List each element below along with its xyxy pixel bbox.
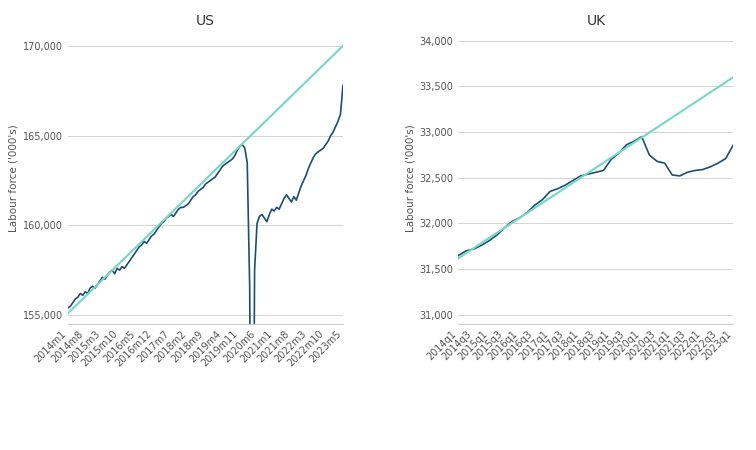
Labour force [668,172,677,178]
Labour force [339,83,348,88]
Y-axis label: Labour force ('000's): Labour force ('000's) [405,124,415,232]
Labour force [515,215,524,220]
Labour force [652,158,662,164]
Labour force [469,246,479,252]
Labour force [73,294,82,300]
Labour force [591,170,600,175]
Labour force [530,202,539,208]
Labour force [614,150,623,156]
Line: Labour force: Labour force [68,86,343,450]
Labour force [599,168,608,173]
Labour force [485,238,494,243]
Labour force [71,296,80,302]
Labour force [690,168,699,173]
Labour force [553,186,562,191]
Labour force [64,305,73,310]
Labour force [630,139,639,144]
Labour force [675,173,684,179]
Y-axis label: Labour force ('000's): Labour force ('000's) [9,124,19,232]
Labour force [683,170,692,175]
Labour force [721,156,730,161]
Labour force [622,142,631,148]
Labour force [546,189,555,194]
Labour force [584,171,593,177]
Labour force [272,205,281,210]
Title: US: US [196,14,215,27]
Labour force [576,173,585,179]
Labour force [569,178,578,183]
Labour force [706,164,715,170]
Labour force [699,167,708,172]
Title: UK: UK [587,14,606,27]
Line: Labour force: Labour force [458,137,733,256]
Labour force [500,225,509,231]
Labour force [660,160,669,166]
Labour force [454,253,463,258]
Labour force [645,152,654,158]
Labour force [538,197,547,202]
Labour force [461,248,470,253]
Labour force [561,182,570,188]
Labour force [637,134,646,140]
Labour force [507,219,516,224]
Labour force [729,142,738,148]
Labour force [606,157,615,162]
Labour force [294,190,303,196]
Labour force [321,142,330,147]
Labour force [714,160,723,166]
Labour force [522,210,531,215]
Labour force [152,228,161,234]
Labour force [492,233,501,238]
Labour force [477,243,486,248]
